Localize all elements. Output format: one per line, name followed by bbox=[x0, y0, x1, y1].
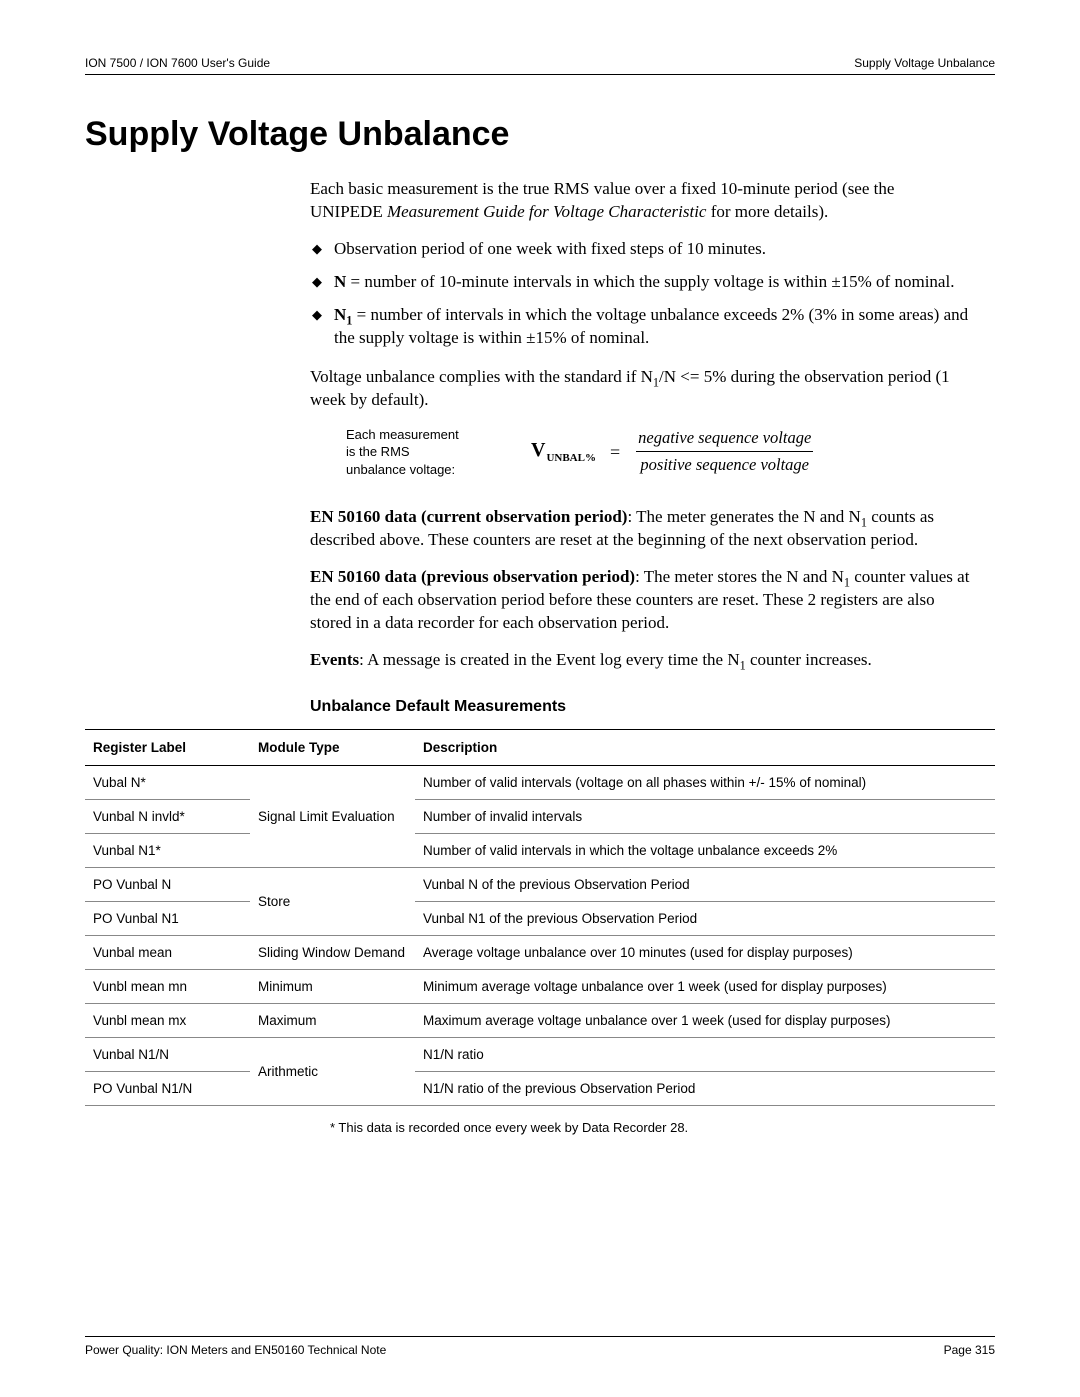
table-heading: Unbalance Default Measurements bbox=[310, 696, 970, 718]
bullet-list: Observation period of one week with fixe… bbox=[310, 238, 970, 350]
col-module-type: Module Type bbox=[250, 730, 415, 766]
page-header: ION 7500 / ION 7600 User's Guide Supply … bbox=[85, 56, 995, 75]
table-footnote: * This data is recorded once every week … bbox=[330, 1120, 995, 1135]
table-row: Vubal N* Signal Limit Evaluation Number … bbox=[85, 766, 995, 800]
table-row: PO Vunbal N Store Vunbal N of the previo… bbox=[85, 868, 995, 902]
formula-note: Each measurement is the RMS unbalance vo… bbox=[346, 426, 491, 479]
bullet-item: N1 = number of intervals in which the vo… bbox=[310, 304, 970, 350]
bullet-item: Observation period of one week with fixe… bbox=[310, 238, 970, 261]
col-description: Description bbox=[415, 730, 995, 766]
compliance-paragraph: Voltage unbalance complies with the stan… bbox=[310, 366, 970, 412]
formula-equation: VUNBAL% = negative sequence voltage posi… bbox=[531, 427, 815, 477]
page-footer: Power Quality: ION Meters and EN50160 Te… bbox=[85, 1336, 995, 1357]
table-row: Vunbal N invld* Number of invalid interv… bbox=[85, 800, 995, 834]
table-row: Vunbl mean mn Minimum Minimum average vo… bbox=[85, 970, 995, 1004]
formula-block: Each measurement is the RMS unbalance vo… bbox=[346, 426, 970, 479]
section-current-period: EN 50160 data (current observation perio… bbox=[310, 506, 970, 552]
measurements-table: Register Label Module Type Description V… bbox=[85, 729, 995, 1106]
table-row: Vunbl mean mx Maximum Maximum average vo… bbox=[85, 1004, 995, 1038]
table-row: Vunbal mean Sliding Window Demand Averag… bbox=[85, 936, 995, 970]
section-events: Events: A message is created in the Even… bbox=[310, 649, 970, 672]
table-header-row: Register Label Module Type Description bbox=[85, 730, 995, 766]
footer-right: Page 315 bbox=[944, 1343, 995, 1357]
header-left: ION 7500 / ION 7600 User's Guide bbox=[85, 56, 270, 70]
page-title: Supply Voltage Unbalance bbox=[85, 115, 995, 154]
table-row: Vunbal N1/N Arithmetic N1/N ratio bbox=[85, 1038, 995, 1072]
footer-left: Power Quality: ION Meters and EN50160 Te… bbox=[85, 1343, 386, 1357]
section-previous-period: EN 50160 data (previous observation peri… bbox=[310, 566, 970, 635]
table-row: Vunbal N1* Number of valid intervals in … bbox=[85, 834, 995, 868]
header-right: Supply Voltage Unbalance bbox=[854, 56, 995, 70]
body-column: Each basic measurement is the true RMS v… bbox=[310, 178, 970, 717]
bullet-item: N = number of 10-minute intervals in whi… bbox=[310, 271, 970, 294]
table-row: PO Vunbal N1 Vunbal N1 of the previous O… bbox=[85, 902, 995, 936]
table-row: PO Vunbal N1/N N1/N ratio of the previou… bbox=[85, 1072, 995, 1106]
col-register-label: Register Label bbox=[85, 730, 250, 766]
intro-paragraph: Each basic measurement is the true RMS v… bbox=[310, 178, 970, 224]
